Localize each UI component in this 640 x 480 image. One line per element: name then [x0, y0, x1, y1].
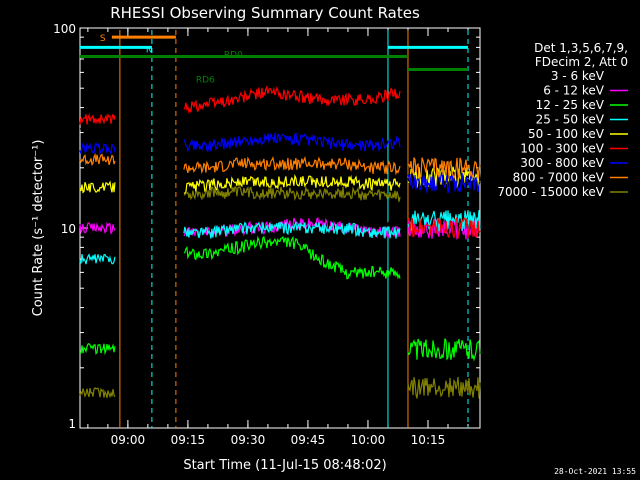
flag-label: RD6 [196, 76, 215, 86]
chart-title: RHESSI Observing Summary Count Rates [110, 4, 420, 22]
x-tick-label: 09:30 [231, 433, 266, 447]
series-line [79, 152, 481, 180]
x-axis-label: Start Time (11-Jul-15 08:48:02) [183, 458, 386, 473]
flag-label: N [146, 45, 153, 55]
legend-title-line1: Det 1,3,5,6,7,9, [534, 41, 628, 55]
y-tick-label: 10 [61, 222, 76, 236]
series-lines [79, 85, 481, 399]
x-tick-label: 10:15 [411, 433, 446, 447]
y-tick-label: 100 [53, 22, 76, 36]
x-tick-label: 09:15 [171, 433, 206, 447]
observing-flags: S N RD0 RD6 [79, 34, 468, 86]
x-tick-label: 09:45 [291, 433, 326, 447]
x-tick-label: 09:00 [111, 433, 146, 447]
legend-entry: 100 - 300 keV [520, 142, 604, 156]
legend-entry: 300 - 800 keV [520, 156, 604, 170]
legend-title-line2: FDecim 2, Att 0 [535, 55, 628, 69]
axis-ticks: 1 10 100 09:00 09:15 09:30 09:45 10:00 10:15 [53, 22, 480, 447]
legend-entry: 3 - 6 keV [551, 69, 605, 83]
series-line [79, 235, 481, 362]
series-line [79, 185, 481, 399]
x-tick-label: 10:00 [351, 433, 386, 447]
series-line [79, 132, 481, 194]
legend-entry: 12 - 25 keV [536, 98, 605, 112]
flag-label: RD0 [224, 51, 243, 61]
timestamp: 28-Oct-2021 13:55 [554, 467, 636, 476]
legend: Det 1,3,5,6,7,9, FDecim 2, Att 0 3 - 6 k… [497, 41, 628, 199]
y-axis-label: Count Rate (s⁻¹ detector⁻¹) [31, 140, 46, 317]
legend-entry: 7000 - 15000 keV [497, 185, 604, 199]
flag-label: S [100, 34, 106, 44]
legend-entry: 800 - 7000 keV [513, 171, 605, 185]
series-line [79, 126, 481, 228]
y-tick-label: 1 [68, 417, 76, 431]
legend-entry: 6 - 12 keV [543, 84, 605, 98]
legend-entry: 25 - 50 keV [536, 113, 605, 127]
series-line [79, 85, 481, 239]
legend-entry: 50 - 100 keV [528, 127, 605, 141]
